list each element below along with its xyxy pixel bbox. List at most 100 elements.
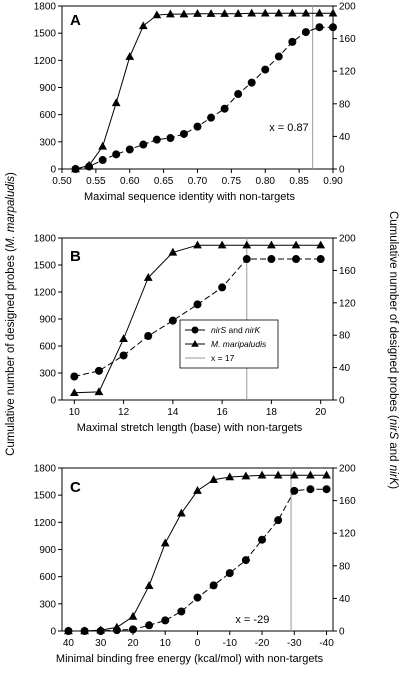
maripaludis-data-point	[128, 611, 138, 620]
maripaludis-data-point	[306, 470, 315, 479]
panel-a: 0.50 0.55 0.60 0.65 0.70 0.75 0.80 0.85 0.90 Maxi…	[34, 2, 356, 204]
maripaludis-data-point	[193, 486, 202, 494]
nir-data-point	[290, 486, 299, 495]
x-tick-label: 30	[95, 638, 107, 649]
nir-data-point	[329, 23, 337, 32]
maripaludis-data-point	[209, 475, 219, 483]
nir-data-point	[139, 140, 148, 149]
left-y-tick-label: 0	[50, 627, 56, 638]
maripaludis-data-point	[217, 240, 227, 249]
maripaludis-series-line	[74, 244, 321, 394]
x-tick-label: 0.65	[154, 176, 174, 187]
maripaludis-data-point	[242, 240, 252, 249]
maripaludis-data-point	[160, 538, 170, 547]
right-y-tick-label: 40	[339, 132, 351, 143]
maripaludis-data-point	[225, 472, 235, 481]
x-tick-label: 0.70	[188, 176, 208, 187]
left-y-tick-label: 600	[39, 110, 56, 121]
left-y-tick-label: 1200	[34, 518, 57, 529]
nir-data-point	[274, 52, 283, 61]
maripaludis-data-point	[152, 10, 162, 19]
nir-data-point	[70, 372, 79, 381]
right-y-tick-label: 120	[339, 529, 356, 540]
nir-data-point	[71, 165, 80, 173]
legend-label: x = 17	[211, 353, 235, 363]
maripaludis-data-point	[301, 8, 311, 17]
nir-data-point	[261, 65, 270, 74]
panel-letter: A	[70, 12, 81, 29]
x-tick-label: 40	[63, 638, 75, 649]
nir-data-point	[234, 90, 243, 99]
x-tick-label: 10	[69, 407, 81, 418]
right-y-tick-label: 0	[339, 165, 345, 176]
right-y-tick-label: 160	[339, 34, 356, 45]
nir-data-point	[247, 78, 256, 87]
nir-data-point	[128, 625, 137, 634]
legend-label: M. maripaludis	[211, 339, 267, 349]
nir-data-point	[258, 535, 267, 544]
left-y-tick-label: 300	[39, 369, 56, 380]
maripaludis-data-point	[316, 240, 326, 249]
nir-data-point	[292, 255, 301, 264]
maripaludis-data-point	[111, 98, 121, 107]
nir-data-point	[161, 616, 170, 625]
x-axis-title: Maximal stretch length (base) with non-t…	[77, 422, 303, 434]
left-y-axis-label: Cumulative number of designed probes (M.…	[5, 172, 17, 456]
nir-data-point	[193, 122, 202, 131]
right-y-axis-label: Cumulative number of designed probes (ni…	[387, 211, 399, 489]
x-tick-label: 0.55	[86, 176, 106, 187]
nir-data-point	[98, 156, 107, 165]
maripaludis-data-point	[267, 240, 276, 249]
left-y-tick-label: 0	[50, 396, 56, 407]
nir-series-line	[68, 488, 327, 632]
x-tick-label: 12	[118, 407, 130, 418]
x-tick-label: 0.80	[256, 176, 276, 187]
x-tick-label: 20	[315, 407, 327, 418]
nir-data-point	[241, 556, 250, 565]
nir-data-point	[193, 300, 202, 309]
maripaludis-data-point	[206, 9, 216, 17]
right-y-tick-label: 200	[339, 234, 356, 245]
left-y-tick-label: 1800	[34, 234, 57, 245]
nir-data-point	[193, 593, 202, 602]
nir-data-point	[315, 23, 324, 32]
x-axis-title: Minimal binding free energy (kcal/mol) w…	[56, 653, 324, 665]
x-tick-label: 20	[127, 638, 139, 649]
nir-data-point	[301, 28, 310, 37]
maripaludis-data-point	[179, 9, 189, 18]
maripaludis-series-line	[68, 474, 327, 632]
nir-data-point	[225, 569, 234, 578]
legend-circle-marker	[191, 326, 199, 334]
maripaludis-data-point	[98, 141, 108, 150]
maripaludis-data-point	[260, 8, 270, 17]
nir-data-point	[316, 255, 325, 264]
right-y-tick-label: 0	[339, 396, 345, 407]
maripaludis-series-line	[75, 12, 333, 170]
plot-frame	[61, 237, 334, 401]
nir-data-point	[322, 485, 331, 494]
nir-data-point	[177, 607, 186, 616]
left-y-tick-label: 1500	[34, 491, 57, 502]
nir-data-point	[94, 366, 103, 375]
panel-c: 40 30 20 10 0 -10 -20 -30 -40 Minimal binding fre…	[34, 464, 356, 666]
left-y-tick-label: 900	[39, 315, 56, 326]
maripaludis-data-point	[241, 471, 251, 480]
nir-data-point	[242, 255, 251, 264]
panel-b: 10 12 14 16 18 20 Maximal stretch length (base…	[34, 234, 356, 435]
maripaludis-data-point	[220, 9, 229, 17]
maripaludis-data-point	[247, 8, 257, 17]
maripaludis-data-point	[166, 9, 175, 18]
right-y-tick-label: 40	[339, 363, 351, 374]
left-y-tick-label: 1500	[34, 261, 57, 272]
x-tick-label: 0.75	[222, 176, 242, 187]
nir-data-point	[112, 626, 121, 635]
nir-data-point	[220, 104, 229, 113]
x-tick-label: -30	[287, 638, 302, 649]
legend-triangle-marker	[191, 340, 199, 347]
left-y-tick-label: 900	[39, 83, 56, 94]
x-tick-label: -10	[223, 638, 238, 649]
left-y-tick-label: 0	[50, 165, 56, 176]
right-y-tick-label: 80	[339, 561, 351, 572]
x-tick-label: 0.60	[120, 176, 140, 187]
